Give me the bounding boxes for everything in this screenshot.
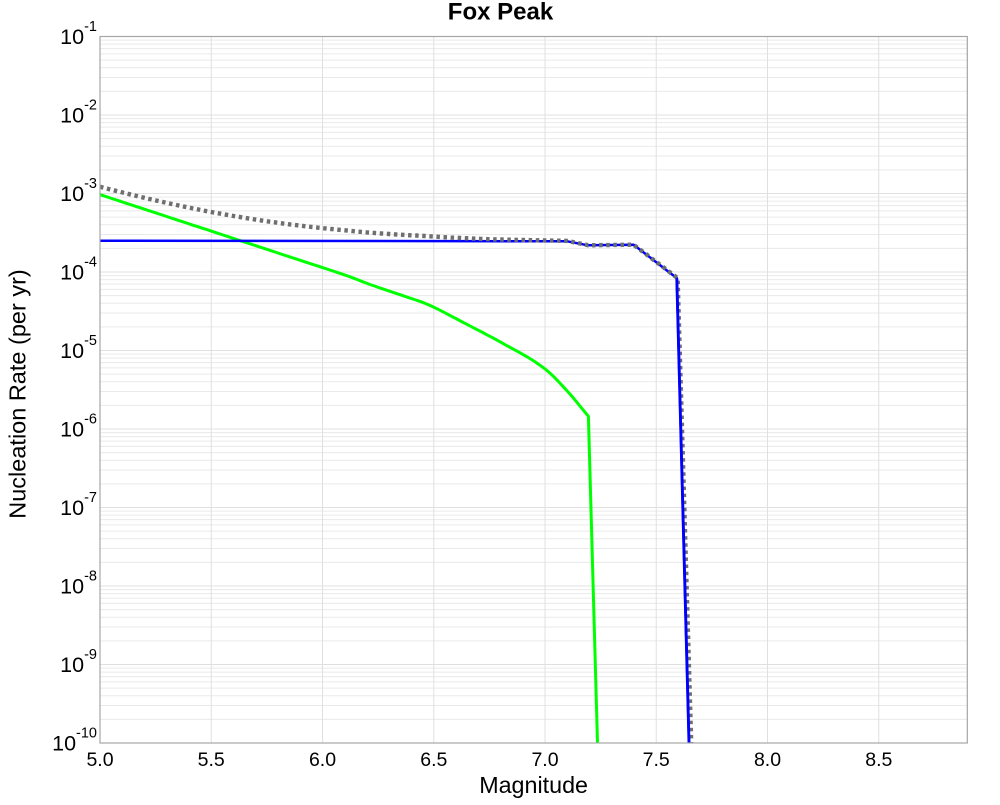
svg-text:7.5: 7.5 [643, 749, 670, 771]
svg-text:Fox Peak: Fox Peak [448, 0, 554, 26]
svg-text:Nucleation Rate (per yr): Nucleation Rate (per yr) [5, 269, 31, 518]
svg-text:5.0: 5.0 [86, 749, 113, 771]
svg-text:8.0: 8.0 [754, 749, 781, 771]
svg-text:6.5: 6.5 [420, 749, 447, 771]
svg-text:7.0: 7.0 [531, 749, 558, 771]
svg-text:5.5: 5.5 [198, 749, 225, 771]
svg-text:8.5: 8.5 [865, 749, 892, 771]
svg-text:6.0: 6.0 [309, 749, 336, 771]
svg-text:Magnitude: Magnitude [479, 772, 588, 798]
